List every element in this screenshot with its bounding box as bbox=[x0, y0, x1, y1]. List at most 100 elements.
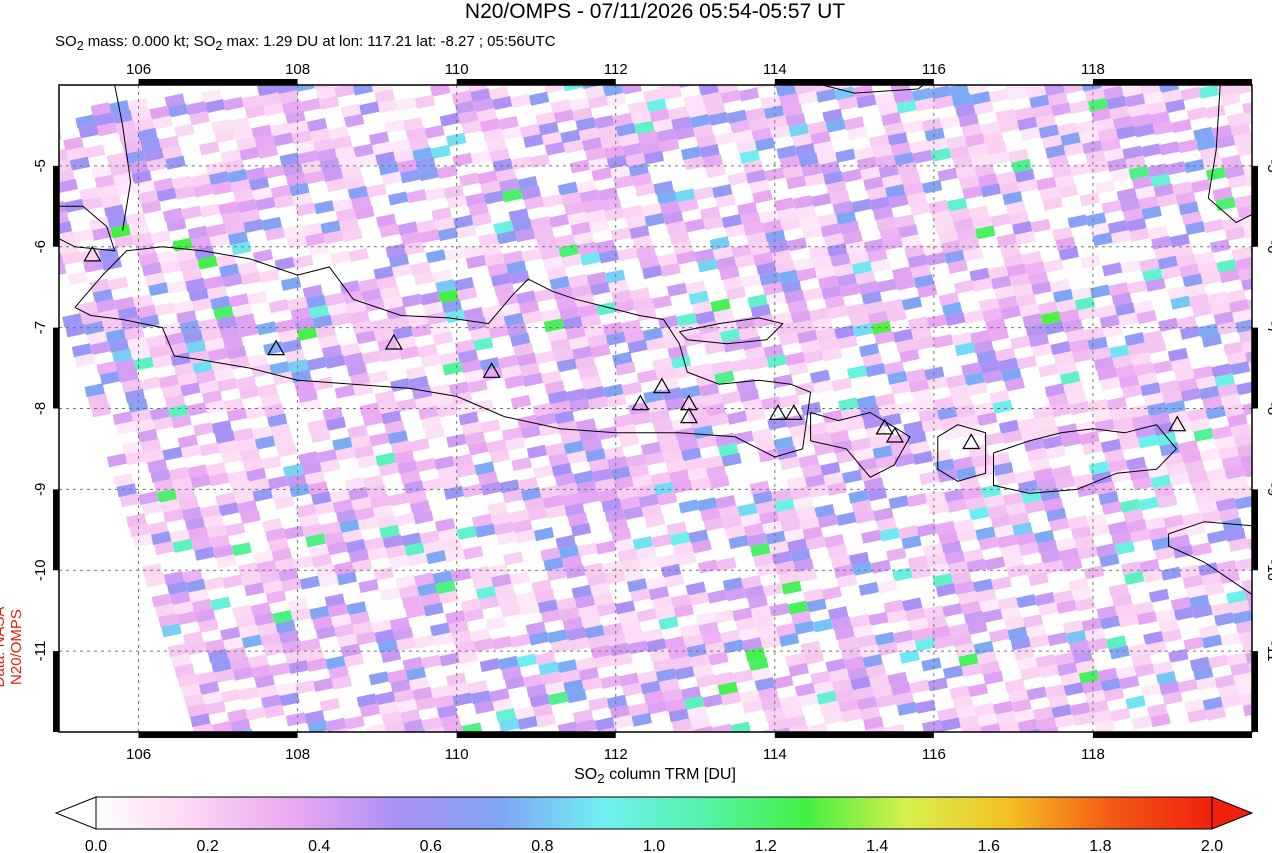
so2-pixel bbox=[910, 264, 931, 279]
so2-pixel bbox=[885, 184, 906, 199]
lon-tick-label-bottom: 112 bbox=[604, 746, 628, 763]
so2-pixel bbox=[152, 115, 173, 130]
so2-pixel bbox=[423, 301, 444, 316]
so2-pixel bbox=[230, 178, 251, 194]
so2-pixel bbox=[895, 276, 916, 291]
so2-pixel bbox=[837, 34, 857, 48]
so2-pixel bbox=[305, 294, 327, 309]
so2-pixel bbox=[970, 29, 990, 43]
so2-pixel bbox=[793, 257, 814, 272]
so2-pixel bbox=[984, 733, 1004, 747]
so2-pixel bbox=[611, 289, 632, 304]
so2-pixel bbox=[587, 333, 608, 348]
so2-pixel bbox=[238, 385, 260, 400]
so2-pixel bbox=[465, 254, 487, 269]
so2-pixel bbox=[726, 47, 746, 61]
so2-pixel bbox=[1256, 265, 1272, 279]
so2-pixel bbox=[831, 85, 852, 91]
so2-pixel bbox=[700, 206, 721, 221]
so2-pixel bbox=[435, 279, 456, 294]
so2-pixel bbox=[546, 265, 567, 281]
so2-pixel bbox=[1007, 86, 1028, 101]
so2-pixel bbox=[320, 760, 340, 774]
colorbar-tick-label: 1.4 bbox=[866, 838, 888, 853]
so2-pixel bbox=[717, 85, 738, 94]
so2-pixel bbox=[1129, 227, 1150, 242]
so2-pixel bbox=[872, 144, 893, 159]
so2-pixel bbox=[914, 35, 934, 49]
so2-pixel bbox=[240, 749, 260, 763]
so2-pixel bbox=[373, 265, 394, 280]
so2-pixel bbox=[911, 25, 931, 39]
so2-pixel bbox=[648, 763, 668, 777]
so2-pixel bbox=[161, 322, 182, 337]
border-band-top bbox=[138, 79, 298, 85]
so2-pixel bbox=[1134, 61, 1154, 75]
so2-pixel bbox=[397, 221, 418, 236]
so2-pixel bbox=[804, 172, 825, 188]
so2-pixel bbox=[260, 92, 281, 107]
so2-pixel bbox=[1263, 586, 1272, 600]
so2-pixel bbox=[927, 137, 949, 152]
so2-pixel bbox=[830, 252, 851, 268]
so2-pixel bbox=[624, 329, 645, 344]
so2-pixel bbox=[694, 248, 715, 263]
so2-pixel bbox=[684, 156, 705, 171]
subtitle-part: mass: 0.000 kt; SO bbox=[83, 33, 216, 50]
so2-pixel bbox=[716, 256, 737, 271]
so2-pixel bbox=[530, 215, 551, 231]
so2-pixel bbox=[959, 175, 980, 190]
colorbar-tick-label: 1.0 bbox=[643, 838, 665, 853]
so2-pixel bbox=[609, 41, 629, 55]
so2-pixel bbox=[319, 95, 340, 110]
so2-pixel bbox=[697, 736, 717, 750]
so2-pixel bbox=[113, 172, 134, 187]
so2-pixel bbox=[288, 120, 309, 135]
so2-pixel bbox=[564, 741, 584, 755]
so2-pixel bbox=[273, 132, 294, 147]
so2-pixel bbox=[913, 274, 935, 289]
so2-pixel bbox=[528, 91, 550, 106]
so2-pixel bbox=[471, 212, 492, 227]
so2-pixel bbox=[1152, 121, 1174, 136]
so2-pixel bbox=[446, 194, 468, 209]
so2-pixel bbox=[441, 777, 461, 791]
so2-pixel bbox=[508, 208, 529, 223]
so2-pixel bbox=[106, 152, 127, 167]
so2-pixel bbox=[104, 204, 125, 219]
so2-pixel bbox=[574, 771, 594, 785]
so2-pixel bbox=[655, 128, 677, 143]
so2-pixel bbox=[535, 111, 556, 126]
so2-pixel bbox=[1245, 110, 1252, 125]
so2-pixel bbox=[1157, 255, 1178, 270]
so2-pixel bbox=[84, 144, 106, 159]
so2-pixel bbox=[1012, 220, 1033, 236]
colorbar-tick-label: 1.6 bbox=[978, 838, 1000, 853]
so2-pixel bbox=[264, 164, 285, 179]
so2-pixel bbox=[1205, 166, 1227, 181]
so2-pixel bbox=[388, 253, 410, 268]
so2-pixel bbox=[92, 226, 113, 241]
so2-pixel bbox=[296, 326, 318, 341]
so2-pixel bbox=[763, 105, 785, 120]
so2-pixel bbox=[301, 222, 323, 237]
so2-pixel bbox=[1094, 179, 1116, 195]
so2-pixel bbox=[381, 171, 402, 186]
so2-pixel bbox=[162, 207, 184, 222]
so2-pixel bbox=[810, 130, 831, 145]
so2-pixel bbox=[218, 201, 239, 216]
so2-pixel bbox=[1109, 105, 1130, 120]
so2-pixel bbox=[947, 737, 967, 751]
so2-pixel bbox=[1079, 192, 1100, 207]
so2-pixel bbox=[1259, 513, 1272, 527]
so2-pixel bbox=[989, 150, 1010, 166]
lat-tick-label-left: -7 bbox=[32, 321, 49, 334]
so2-pixel bbox=[894, 214, 915, 229]
so2-pixel bbox=[1006, 263, 1027, 278]
so2-pixel bbox=[596, 301, 617, 316]
so2-pixel bbox=[630, 48, 650, 62]
so2-pixel bbox=[236, 198, 258, 214]
so2-pixel bbox=[1152, 59, 1172, 73]
so2-pixel bbox=[1175, 191, 1196, 206]
so2-pixel bbox=[861, 290, 882, 305]
